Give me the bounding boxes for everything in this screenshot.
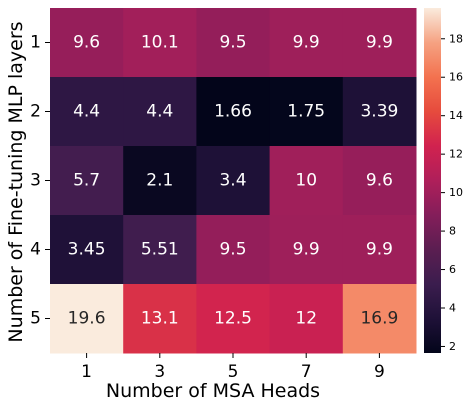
y-tick-label: 1 bbox=[30, 33, 41, 53]
x-axis-ticks: 1 3 5 7 9 bbox=[81, 353, 385, 382]
cell-value-label: 13.1 bbox=[141, 309, 179, 329]
cell-value-label: 10.1 bbox=[141, 33, 179, 53]
colorbar-tick-label: 14 bbox=[449, 109, 463, 122]
cell-value-label: 5.51 bbox=[141, 240, 179, 260]
x-tick-label: 1 bbox=[81, 362, 92, 382]
cell-value-label: 3.45 bbox=[68, 240, 106, 260]
colorbar bbox=[424, 8, 441, 353]
heatmap-cell bbox=[123, 284, 197, 354]
heatmap-cell bbox=[123, 215, 197, 285]
colorbar-ticks: 2 4 6 8 10 12 14 16 18 bbox=[441, 32, 463, 353]
x-axis-title: Number of MSA Heads bbox=[106, 380, 320, 402]
heatmap-cell bbox=[50, 215, 124, 285]
y-tick-label: 5 bbox=[30, 309, 41, 329]
cell-value-label: 9.9 bbox=[293, 33, 320, 53]
cell-value-label: 4.4 bbox=[73, 102, 100, 122]
heatmap-cell bbox=[269, 77, 344, 147]
colorbar-tick-label: 6 bbox=[449, 263, 456, 276]
heatmap-cell bbox=[123, 8, 197, 78]
heatmap-cell bbox=[196, 284, 271, 354]
cell-value-label: 1.66 bbox=[214, 102, 252, 122]
colorbar-tick-label: 10 bbox=[449, 186, 463, 199]
cell-value-label: 3.39 bbox=[360, 102, 398, 122]
cell-value-label: 2.1 bbox=[146, 171, 173, 191]
heatmap-cell bbox=[342, 215, 417, 285]
heatmap-cell bbox=[269, 215, 344, 285]
heatmap-cell bbox=[269, 284, 344, 354]
cell-value-label: 12 bbox=[295, 309, 317, 329]
cell-value-label: 9.9 bbox=[293, 240, 320, 260]
y-tick-label: 2 bbox=[30, 102, 41, 122]
colorbar-tick-label: 8 bbox=[449, 225, 456, 238]
cell-value-label: 9.9 bbox=[366, 33, 393, 53]
colorbar-tick-label: 12 bbox=[449, 148, 463, 161]
colorbar-tick-label: 16 bbox=[449, 71, 463, 84]
cell-value-label: 9.5 bbox=[219, 33, 246, 53]
cell-value-label: 9.6 bbox=[73, 33, 100, 53]
heatmap-cell bbox=[342, 284, 417, 354]
heatmap-cell bbox=[342, 8, 417, 78]
colorbar-tick-label: 2 bbox=[449, 340, 456, 353]
cell-value-label: 10 bbox=[295, 171, 317, 191]
cell-value-label: 16.9 bbox=[360, 309, 398, 329]
cell-value-label: 1.75 bbox=[287, 102, 325, 122]
heatmap-cell bbox=[123, 146, 197, 216]
heatmap-cell bbox=[50, 284, 124, 354]
x-tick-label: 5 bbox=[228, 362, 239, 382]
heatmap-cell bbox=[269, 8, 344, 78]
heatmap-cell bbox=[342, 146, 417, 216]
x-tick-label: 3 bbox=[154, 362, 165, 382]
cell-value-label: 19.6 bbox=[68, 309, 106, 329]
cell-value-label: 12.5 bbox=[214, 309, 252, 329]
y-tick-label: 4 bbox=[30, 240, 41, 260]
colorbar-tick-label: 4 bbox=[449, 302, 456, 315]
y-axis-title: Number of Fine-tuning MLP layers bbox=[5, 21, 27, 342]
x-tick-label: 7 bbox=[301, 362, 312, 382]
heatmap-cell bbox=[196, 215, 271, 285]
heatmap-cell bbox=[50, 146, 124, 216]
heatmap-cells: 9.6 10.1 9.5 9.9 9.9 4.4 4.4 1.66 1.75 3.39 5.7 2.1… bbox=[50, 8, 417, 354]
heatmap-cell bbox=[196, 146, 271, 216]
cell-value-label: 9.6 bbox=[366, 171, 393, 191]
cell-value-label: 3.4 bbox=[219, 171, 246, 191]
heatmap-cell bbox=[196, 77, 271, 147]
heatmap-cell bbox=[123, 77, 197, 147]
cell-value-label: 5.7 bbox=[73, 171, 100, 191]
y-axis-ticks: 1 2 3 4 5 bbox=[30, 33, 50, 329]
heatmap-cell bbox=[269, 146, 344, 216]
y-tick-label: 3 bbox=[30, 171, 41, 191]
cell-value-label: 9.9 bbox=[366, 240, 393, 260]
colorbar-gradient bbox=[424, 8, 441, 353]
x-tick-label: 9 bbox=[374, 362, 385, 382]
heatmap-cell bbox=[342, 77, 417, 147]
cell-value-label: 4.4 bbox=[146, 102, 173, 122]
colorbar-tick-label: 18 bbox=[449, 32, 463, 45]
heatmap-cell bbox=[196, 8, 271, 78]
heatmap-cell bbox=[50, 77, 124, 147]
cell-value-label: 9.5 bbox=[219, 240, 246, 260]
heatmap-cell bbox=[50, 8, 124, 78]
